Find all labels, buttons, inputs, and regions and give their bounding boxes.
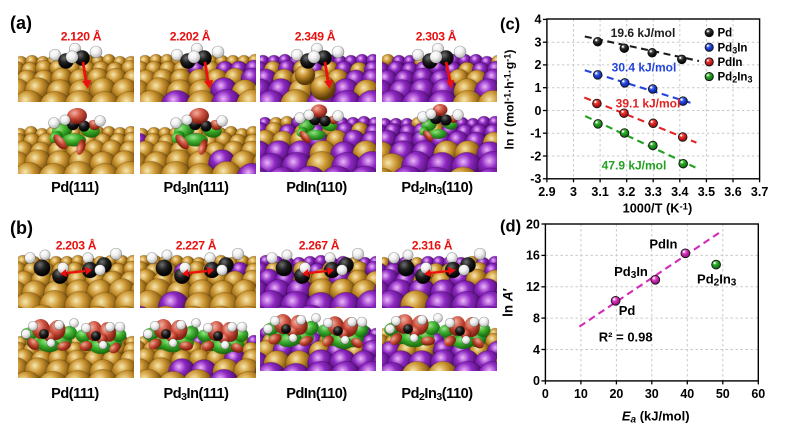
svg-text:3.3: 3.3 (645, 185, 662, 199)
svg-text:Pd3In(111): Pd3In(111) (163, 180, 229, 197)
svg-text:30.4 kJ/mol: 30.4 kJ/mol (612, 60, 677, 74)
svg-text:R² = 0.98: R² = 0.98 (599, 330, 653, 345)
svg-text:2.267 Å: 2.267 Å (299, 238, 340, 253)
svg-text:10: 10 (574, 387, 588, 401)
svg-text:Pd: Pd (718, 28, 733, 40)
svg-text:(b): (b) (10, 218, 33, 238)
svg-text:3.7: 3.7 (751, 185, 768, 199)
svg-text:PdIn: PdIn (718, 57, 743, 69)
svg-text:2.349 Å: 2.349 Å (295, 29, 336, 44)
svg-text:0: 0 (542, 387, 549, 401)
svg-text:60: 60 (751, 387, 765, 401)
svg-text:3.1: 3.1 (591, 185, 608, 199)
svg-text:47.9 kJ/mol: 47.9 kJ/mol (602, 158, 667, 172)
svg-text:(a): (a) (10, 13, 32, 33)
svg-text:20: 20 (609, 387, 623, 401)
svg-text:-3: -3 (530, 172, 541, 186)
svg-text:2.120 Å: 2.120 Å (61, 29, 102, 44)
svg-text:12: 12 (526, 280, 540, 294)
svg-text:2.9: 2.9 (538, 185, 555, 199)
svg-text:2.303 Å: 2.303 Å (416, 29, 457, 44)
svg-text:PdIn: PdIn (649, 237, 677, 252)
svg-text:(c): (c) (500, 16, 520, 34)
svg-text:Pd3In: Pd3In (614, 264, 648, 281)
svg-text:-1: -1 (530, 127, 541, 141)
svg-text:20: 20 (526, 217, 540, 231)
svg-text:50: 50 (716, 387, 730, 401)
svg-text:39.1 kJ/mol: 39.1 kJ/mol (616, 97, 681, 111)
svg-text:PdIn(110): PdIn(110) (286, 180, 347, 196)
svg-text:19.6 kJ/mol: 19.6 kJ/mol (611, 26, 676, 40)
svg-text:0: 0 (533, 374, 540, 388)
svg-text:2.316 Å: 2.316 Å (412, 238, 453, 253)
svg-text:(d): (d) (500, 218, 521, 236)
svg-text:Pd: Pd (619, 303, 636, 318)
svg-text:0: 0 (534, 104, 541, 118)
svg-text:Pd(111): Pd(111) (51, 386, 99, 402)
svg-text:3.5: 3.5 (698, 185, 715, 199)
svg-text:4: 4 (533, 343, 540, 357)
svg-text:-2: -2 (530, 149, 541, 163)
svg-text:Pd(111): Pd(111) (51, 180, 99, 196)
svg-text:1000/T (K-1): 1000/T (K-1) (623, 201, 693, 216)
svg-text:Pd3In(111): Pd3In(111) (163, 386, 229, 403)
svg-text:16: 16 (526, 249, 540, 263)
svg-text:3.2: 3.2 (618, 185, 635, 199)
svg-text:Pd2In3: Pd2In3 (697, 272, 737, 289)
svg-text:1: 1 (534, 81, 541, 95)
svg-text:2.202 Å: 2.202 Å (170, 29, 211, 44)
svg-text:30: 30 (645, 387, 659, 401)
svg-text:4: 4 (534, 13, 541, 27)
svg-text:8: 8 (533, 311, 540, 325)
svg-text:ln A′: ln A′ (501, 288, 516, 317)
svg-text:3.4: 3.4 (671, 185, 688, 199)
svg-text:Ea (kJ/mol): Ea (kJ/mol) (622, 409, 690, 426)
svg-text:2.227 Å: 2.227 Å (176, 238, 217, 253)
svg-text:Pd3In: Pd3In (718, 42, 748, 55)
svg-text:PdIn(110): PdIn(110) (286, 386, 347, 402)
svg-text:3: 3 (570, 185, 577, 199)
svg-text:Pd2In3: Pd2In3 (718, 72, 753, 85)
svg-text:2.203 Å: 2.203 Å (56, 238, 97, 253)
svg-text:3.6: 3.6 (724, 185, 741, 199)
svg-text:3: 3 (534, 36, 541, 50)
svg-text:2: 2 (534, 58, 541, 72)
svg-text:40: 40 (680, 387, 694, 401)
